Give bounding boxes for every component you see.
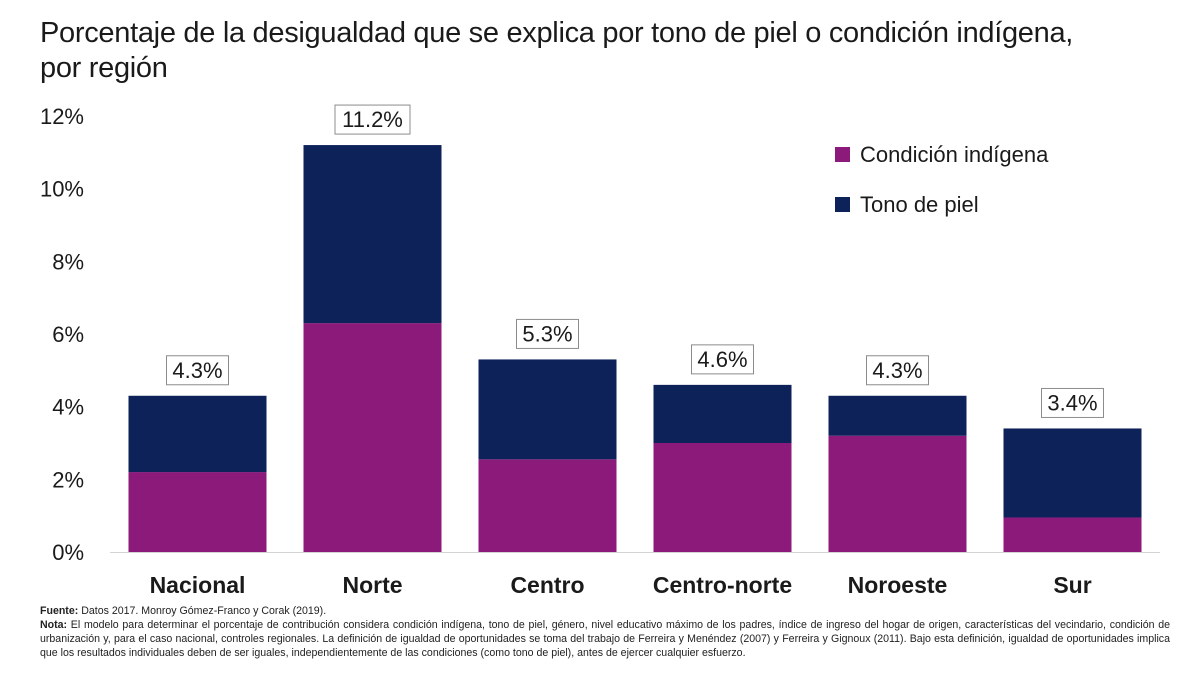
y-tick-label: 2% bbox=[52, 467, 84, 492]
total-label: 4.6% bbox=[697, 347, 747, 372]
chart-notes: Fuente: Datos 2017. Monroy Gómez-Franco … bbox=[40, 604, 1170, 660]
y-tick-label: 10% bbox=[40, 177, 84, 202]
bar-segment-condicion-indigena bbox=[1003, 517, 1142, 552]
chart-title-line-2: por región bbox=[40, 52, 168, 84]
category-label: Centro-norte bbox=[653, 572, 792, 598]
bar-segment-tono-de-piel bbox=[128, 395, 267, 473]
note-label: Nota: bbox=[40, 619, 68, 631]
total-label: 4.3% bbox=[872, 358, 922, 383]
stacked-bar-chart: 0% 2% 4% 6% 8% 10% 12% 4.3% Nacional 11.2% Norte 5.… bbox=[40, 104, 1160, 598]
bar-segment-condicion-indigena bbox=[828, 435, 967, 552]
y-tick-label: 4% bbox=[52, 395, 84, 420]
chart-title: Porcentaje de la desigualdad que se expl… bbox=[40, 16, 1160, 86]
total-label-box bbox=[1041, 387, 1104, 418]
total-label: 3.4% bbox=[1047, 390, 1097, 415]
bar-segment-tono-de-piel bbox=[478, 359, 617, 460]
bar-segment-condicion-indigena bbox=[653, 443, 792, 552]
category-label: Norte bbox=[342, 572, 402, 598]
chart-title-line-1: Porcentaje de la desigualdad que se expl… bbox=[40, 17, 1074, 49]
y-tick-label: 12% bbox=[40, 104, 84, 129]
source-text: Datos 2017. Monroy Gómez-Franco y Corak … bbox=[78, 605, 327, 617]
total-label-box bbox=[866, 355, 929, 386]
bar-segment-condicion-indigena bbox=[303, 323, 442, 552]
note-text: El modelo para determinar el porcentaje … bbox=[40, 619, 1170, 659]
bar-segment-tono-de-piel bbox=[1003, 428, 1142, 518]
total-label-box bbox=[166, 355, 229, 386]
total-label-box bbox=[516, 318, 579, 349]
legend-label: Condición indígena bbox=[860, 142, 1049, 167]
source-label: Fuente: bbox=[40, 605, 79, 617]
bar-segment-tono-de-piel bbox=[303, 145, 442, 324]
total-label-box bbox=[691, 344, 754, 375]
total-label: 5.3% bbox=[522, 321, 572, 346]
y-tick-label: 6% bbox=[52, 322, 84, 347]
legend-swatch bbox=[835, 147, 850, 162]
category-label: Nacional bbox=[150, 572, 246, 598]
legend-swatch bbox=[835, 197, 850, 212]
total-label: 4.3% bbox=[172, 358, 222, 383]
bar-segment-condicion-indigena bbox=[128, 472, 267, 552]
total-label: 11.2% bbox=[342, 107, 403, 132]
total-label-box bbox=[334, 104, 411, 135]
bar-segment-tono-de-piel bbox=[653, 384, 792, 443]
category-label: Noroeste bbox=[848, 572, 948, 598]
method-note: Nota: El modelo para determinar el porce… bbox=[40, 618, 1170, 660]
bar-segment-condicion-indigena bbox=[478, 459, 617, 552]
category-label: Sur bbox=[1053, 572, 1091, 598]
source-note: Fuente: Datos 2017. Monroy Gómez-Franco … bbox=[40, 604, 1170, 618]
category-label: Centro bbox=[510, 572, 584, 598]
y-tick-label: 0% bbox=[52, 540, 84, 565]
legend-label: Tono de piel bbox=[860, 192, 979, 217]
y-tick-label: 8% bbox=[52, 249, 84, 274]
bar-segment-tono-de-piel bbox=[828, 395, 967, 436]
